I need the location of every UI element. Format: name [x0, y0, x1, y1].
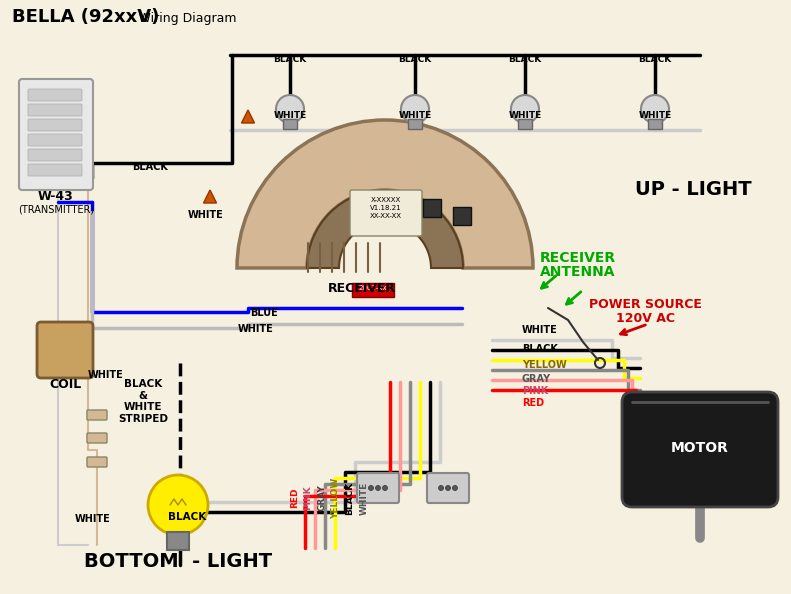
FancyBboxPatch shape — [28, 149, 82, 161]
Text: RECEIVER: RECEIVER — [328, 282, 396, 295]
Circle shape — [383, 485, 388, 491]
FancyBboxPatch shape — [518, 119, 532, 129]
Polygon shape — [241, 110, 255, 123]
FancyBboxPatch shape — [28, 104, 82, 116]
Polygon shape — [203, 190, 217, 203]
Circle shape — [452, 485, 457, 491]
Text: BLUE: BLUE — [250, 308, 278, 318]
FancyBboxPatch shape — [37, 322, 93, 378]
FancyBboxPatch shape — [28, 164, 82, 176]
Text: BLACK: BLACK — [399, 55, 432, 64]
FancyBboxPatch shape — [28, 89, 82, 101]
Text: PINK: PINK — [304, 486, 312, 510]
Text: BLACK: BLACK — [346, 481, 354, 514]
Text: YELLOW: YELLOW — [331, 478, 340, 519]
FancyBboxPatch shape — [28, 119, 82, 131]
FancyBboxPatch shape — [87, 433, 107, 443]
Wedge shape — [237, 120, 533, 268]
FancyBboxPatch shape — [283, 119, 297, 129]
FancyBboxPatch shape — [408, 119, 422, 129]
FancyBboxPatch shape — [87, 457, 107, 467]
Text: WHITE: WHITE — [638, 111, 672, 120]
Wedge shape — [307, 190, 463, 268]
Text: X-XXXXX: X-XXXXX — [371, 197, 401, 203]
Text: WHITE: WHITE — [399, 111, 432, 120]
FancyBboxPatch shape — [87, 410, 107, 420]
Text: RECEIVER: RECEIVER — [540, 251, 616, 265]
Circle shape — [276, 95, 304, 123]
FancyBboxPatch shape — [19, 79, 93, 190]
Text: V1.18.21: V1.18.21 — [370, 205, 402, 211]
Text: WHITE: WHITE — [522, 325, 558, 335]
Text: PINK: PINK — [522, 386, 548, 396]
Text: BLACK: BLACK — [274, 55, 307, 64]
Text: ANTENNA: ANTENNA — [540, 265, 615, 279]
Text: RED: RED — [290, 488, 300, 508]
FancyBboxPatch shape — [28, 134, 82, 146]
FancyBboxPatch shape — [648, 119, 662, 129]
FancyBboxPatch shape — [350, 190, 422, 236]
Text: GRAY: GRAY — [522, 374, 551, 384]
Circle shape — [511, 95, 539, 123]
FancyBboxPatch shape — [427, 473, 469, 503]
Circle shape — [376, 485, 380, 491]
FancyBboxPatch shape — [167, 532, 189, 550]
Text: XX-XX-XX: XX-XX-XX — [370, 213, 402, 219]
Text: BLACK: BLACK — [509, 55, 542, 64]
Text: (TRANSMITTER): (TRANSMITTER) — [18, 204, 94, 214]
Circle shape — [148, 475, 208, 535]
Circle shape — [438, 485, 444, 491]
Text: WHITE: WHITE — [75, 514, 111, 524]
Text: MOTOR: MOTOR — [671, 441, 729, 455]
FancyBboxPatch shape — [357, 473, 399, 503]
Text: - Wiring Diagram: - Wiring Diagram — [130, 12, 237, 25]
Text: W-43: W-43 — [38, 190, 74, 203]
FancyBboxPatch shape — [453, 207, 471, 225]
Circle shape — [641, 95, 669, 123]
Text: WHITE: WHITE — [238, 324, 274, 334]
Text: WHITE: WHITE — [188, 210, 224, 220]
Text: YELLOW: YELLOW — [522, 360, 566, 370]
Text: WHITE: WHITE — [359, 481, 369, 514]
Text: 120V AC: 120V AC — [615, 312, 675, 325]
Text: POWER SOURCE: POWER SOURCE — [589, 298, 702, 311]
Text: BLACK: BLACK — [522, 344, 558, 354]
Text: GRAY: GRAY — [317, 485, 327, 511]
Text: BELLA (92xxV): BELLA (92xxV) — [12, 8, 159, 26]
Text: 2001-xx: 2001-xx — [358, 285, 388, 291]
Circle shape — [445, 485, 451, 491]
Text: BLACK: BLACK — [638, 55, 672, 64]
Text: WHITE: WHITE — [509, 111, 542, 120]
Circle shape — [369, 485, 373, 491]
Text: BLACK
&
WHITE
STRIPED: BLACK & WHITE STRIPED — [118, 379, 168, 424]
Text: WHITE: WHITE — [274, 111, 307, 120]
Text: WHITE: WHITE — [88, 370, 123, 380]
FancyBboxPatch shape — [622, 392, 778, 507]
Circle shape — [401, 95, 429, 123]
Text: BOTTOM  - LIGHT: BOTTOM - LIGHT — [84, 552, 272, 571]
FancyBboxPatch shape — [423, 199, 441, 217]
Text: COIL: COIL — [49, 378, 81, 391]
Text: BLACK: BLACK — [132, 162, 168, 172]
FancyBboxPatch shape — [352, 283, 394, 297]
Text: UP - LIGHT: UP - LIGHT — [635, 180, 751, 199]
Text: RED: RED — [522, 398, 544, 408]
Text: BLACK: BLACK — [168, 512, 206, 522]
